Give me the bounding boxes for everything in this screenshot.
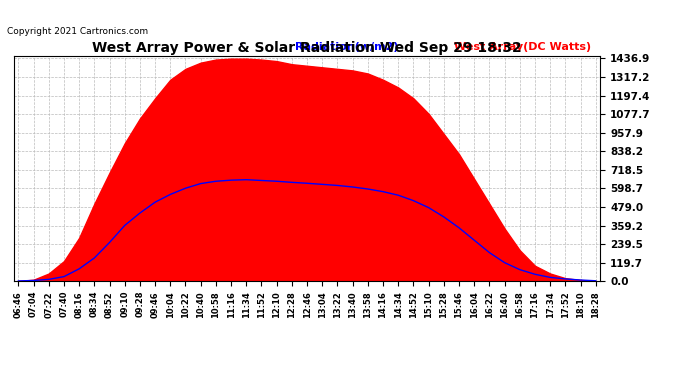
Title: West Array Power & Solar Radiation Wed Sep 29 18:32: West Array Power & Solar Radiation Wed S… [92, 41, 522, 55]
Text: Copyright 2021 Cartronics.com: Copyright 2021 Cartronics.com [7, 27, 148, 36]
Text: Radiation(w/m2): Radiation(w/m2) [295, 42, 399, 52]
Text: West Array(DC Watts): West Array(DC Watts) [454, 42, 591, 52]
